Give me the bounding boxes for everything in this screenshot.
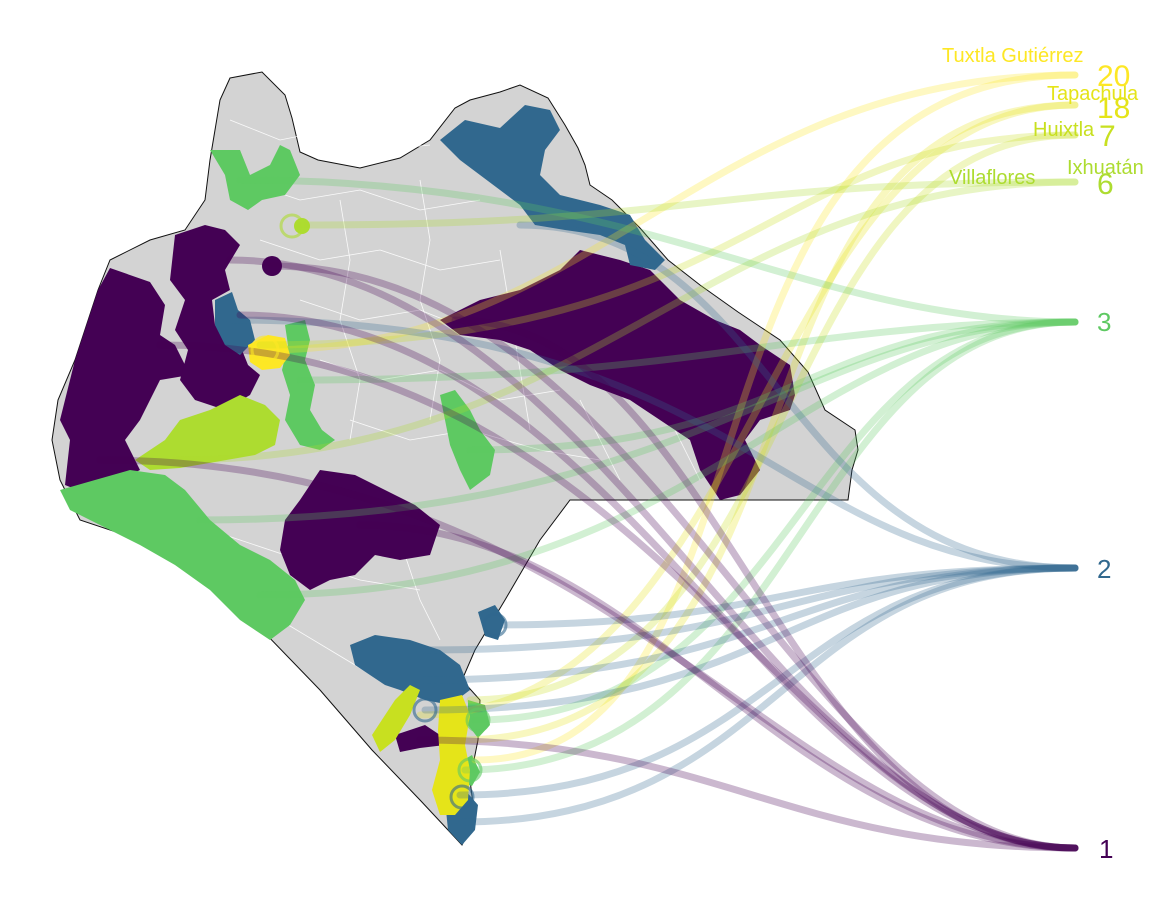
origin-marker xyxy=(482,612,508,638)
label-villaflores: Villaflores xyxy=(949,167,1035,189)
region-west-blue xyxy=(215,292,255,355)
origin-marker xyxy=(279,213,305,239)
origin-markers xyxy=(250,213,508,810)
label-tapachula: Tapachula xyxy=(1047,83,1139,105)
region-center-south-purple xyxy=(280,470,440,590)
region-huixtla xyxy=(372,685,420,752)
region-central-green xyxy=(282,320,335,450)
region-southeast-purple xyxy=(395,725,445,752)
municipality-labels: Tuxtla Gutiérrez Tapachula Huixtla Ixhua… xyxy=(942,45,1144,189)
region-north-green xyxy=(210,145,300,210)
region-small-purple xyxy=(262,256,282,276)
region-center-east-green xyxy=(440,390,495,490)
origin-marker xyxy=(449,784,475,810)
tier-label-1: 1 xyxy=(1099,834,1113,864)
tier-label-2: 2 xyxy=(1097,554,1111,584)
tier-label-3: 3 xyxy=(1097,307,1111,337)
tier-1-regions xyxy=(60,225,795,752)
label-ixhuatan: Ixhuatán xyxy=(1067,157,1144,179)
region-central-west-purple xyxy=(170,225,260,410)
region-northwest-purple xyxy=(60,268,190,495)
region-villaflores xyxy=(135,395,280,470)
region-south-blue-1 xyxy=(350,635,470,705)
origin-marker xyxy=(457,757,483,783)
label-tuxtla-gutierrez: Tuxtla Gutiérrez xyxy=(942,45,1084,67)
tier-labels: 20 18 7 6 3 2 1 xyxy=(1097,60,1130,864)
region-east-purple xyxy=(440,250,795,500)
origin-marker xyxy=(412,697,438,723)
region-northeast-blue xyxy=(440,105,665,270)
region-southwest-green xyxy=(60,470,305,640)
flow-lines xyxy=(96,71,1079,852)
tier-label-7: 7 xyxy=(1099,120,1116,153)
origin-marker xyxy=(465,707,491,733)
tier-label-18: 18 xyxy=(1097,92,1130,125)
tier-label-6: 6 xyxy=(1097,168,1114,201)
tier-label-20: 20 xyxy=(1097,60,1130,93)
origin-marker xyxy=(250,335,280,365)
label-huixtla: Huixtla xyxy=(1033,119,1095,141)
